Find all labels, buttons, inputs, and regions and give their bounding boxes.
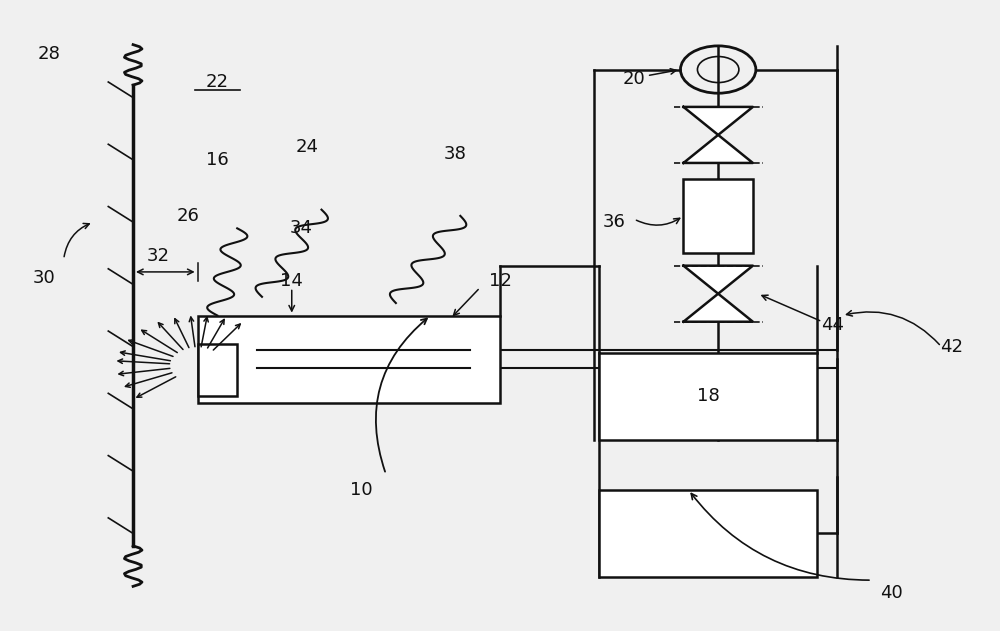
Polygon shape bbox=[683, 266, 753, 293]
Bar bbox=[198, 343, 237, 396]
Bar bbox=[599, 490, 817, 577]
Polygon shape bbox=[683, 135, 753, 163]
Polygon shape bbox=[683, 293, 753, 322]
Text: 26: 26 bbox=[176, 207, 199, 225]
Bar bbox=[599, 353, 817, 440]
Text: 16: 16 bbox=[206, 151, 229, 169]
Text: 32: 32 bbox=[146, 247, 169, 266]
Text: 30: 30 bbox=[32, 269, 55, 287]
Text: 22: 22 bbox=[206, 73, 229, 91]
Text: 40: 40 bbox=[880, 584, 903, 601]
Polygon shape bbox=[683, 107, 753, 135]
Text: 10: 10 bbox=[350, 481, 372, 499]
Bar bbox=[198, 316, 500, 403]
Text: 14: 14 bbox=[280, 272, 303, 290]
Text: 44: 44 bbox=[821, 316, 844, 334]
Text: 38: 38 bbox=[444, 144, 467, 163]
Bar bbox=[683, 179, 753, 253]
Text: 12: 12 bbox=[489, 272, 511, 290]
Text: 36: 36 bbox=[603, 213, 625, 231]
Text: 42: 42 bbox=[940, 338, 963, 356]
Text: 24: 24 bbox=[295, 138, 318, 156]
Text: 28: 28 bbox=[37, 45, 60, 63]
Text: 34: 34 bbox=[290, 220, 313, 237]
Text: 20: 20 bbox=[622, 70, 645, 88]
Text: 18: 18 bbox=[697, 387, 720, 406]
